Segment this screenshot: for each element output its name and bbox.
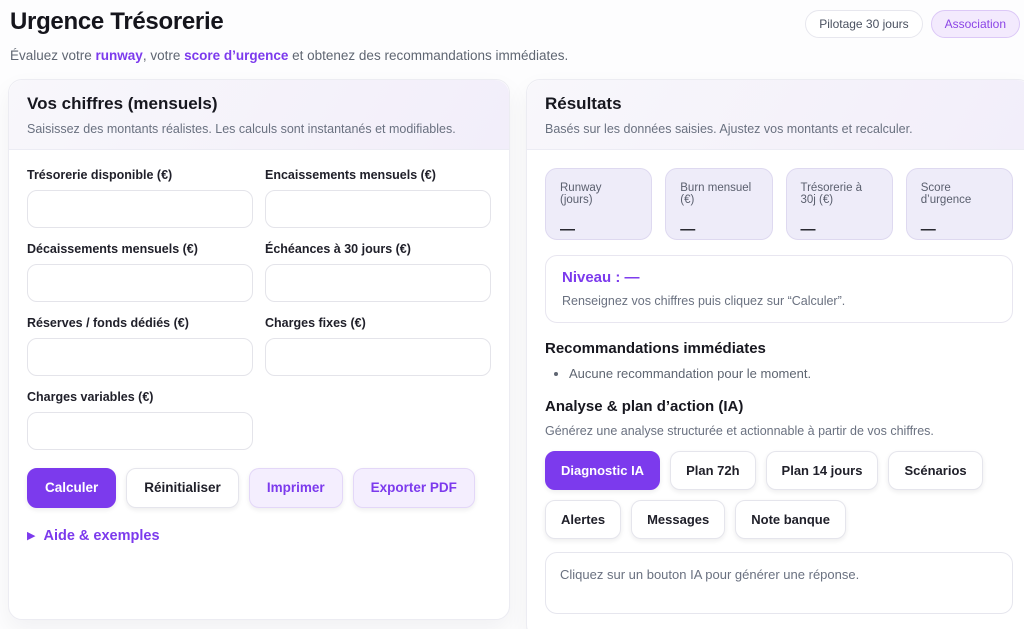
field-label: Charges variables (€) — [27, 390, 154, 404]
niveau-title: Niveau : — — [562, 269, 640, 286]
results-card-subtitle: Basés sur les données saisies. Ajustez v… — [545, 122, 913, 136]
subtitle-text: , votre — [142, 48, 185, 63]
stat-value: — — [560, 221, 575, 238]
results-card-header: Résultats Basés sur les données saisies.… — [527, 80, 1024, 150]
reserves-fonds-dedies-input[interactable] — [27, 338, 253, 376]
recommandations-list: Aucune recommandation pour le moment. — [545, 366, 1013, 381]
field-tresorerie-disponible: Trésorerie disponible (€) — [27, 168, 253, 228]
pill-pilotage-30-jours[interactable]: Pilotage 30 jours — [805, 10, 923, 38]
stat-burn-mensuel: Burn mensuel (€) — — [665, 168, 773, 240]
tresorerie-disponible-input[interactable] — [27, 190, 253, 228]
inputs-card-header: Vos chiffres (mensuels) Saisissez des mo… — [9, 80, 509, 150]
stat-label: Score d’urgence — [920, 182, 972, 206]
field-label: Charges fixes (€) — [265, 316, 366, 330]
stats-grid: Runway (jours) — Burn mensuel (€) — Trés… — [545, 168, 1013, 240]
stat-label: Runway (jours) — [560, 182, 602, 206]
scenarios-button[interactable]: Scénarios — [888, 451, 983, 490]
echeances-30-jours-input[interactable] — [265, 264, 491, 302]
niveau-box: Niveau : — Renseignez vos chiffres puis … — [545, 255, 1013, 323]
page-subtitle: Évaluez votre runway, votre score d’urge… — [0, 38, 1024, 63]
field-reserves-fonds-dedies: Réserves / fonds dédiés (€) — [27, 316, 253, 376]
note-banque-button[interactable]: Note banque — [735, 500, 846, 539]
charges-variables-input[interactable] — [27, 412, 253, 450]
inputs-card-title: Vos chiffres (mensuels) — [27, 94, 218, 113]
analyse-ia-title: Analyse & plan d’action (IA) — [545, 398, 744, 415]
decaissements-mensuels-input[interactable] — [27, 264, 253, 302]
aide-exemples-label: Aide & exemples — [43, 527, 160, 544]
stat-label: Trésorerie à 30j (€) — [800, 182, 863, 206]
field-charges-fixes: Charges fixes (€) — [265, 316, 491, 376]
encaissements-mensuels-input[interactable] — [265, 190, 491, 228]
alertes-button[interactable]: Alertes — [545, 500, 622, 539]
inputs-card: Vos chiffres (mensuels) Saisissez des mo… — [8, 79, 510, 620]
triangle-right-icon: ▶ — [27, 530, 36, 542]
inputs-card-body: Trésorerie disponible (€) Encaissements … — [9, 150, 509, 562]
subtitle-runway-highlight: runway — [95, 48, 143, 63]
recommandations-title: Recommandations immédiates — [545, 340, 766, 357]
stat-tresorerie-30j: Trésorerie à 30j (€) — — [785, 168, 893, 240]
niveau-hint: Renseignez vos chiffres puis cliquez sur… — [562, 294, 846, 308]
plan-72h-button[interactable]: Plan 72h — [670, 451, 756, 490]
results-card-body: Runway (jours) — Burn mensuel (€) — Trés… — [527, 150, 1024, 629]
stat-score-urgence: Score d’urgence — — [905, 168, 1013, 240]
field-label: Encaissements mensuels (€) — [265, 168, 436, 182]
stat-value: — — [920, 221, 936, 238]
stat-runway: Runway (jours) — — [545, 168, 653, 240]
stat-value: — — [800, 221, 816, 238]
field-encaissements-mensuels: Encaissements mensuels (€) — [265, 168, 491, 228]
top-bar: Urgence Trésorerie Pilotage 30 jours Ass… — [0, 0, 1024, 38]
subtitle-score-highlight: score d’urgence — [184, 48, 289, 63]
imprimer-button[interactable]: Imprimer — [248, 468, 343, 508]
header-pills: Pilotage 30 jours Association — [805, 8, 1020, 38]
results-card-title: Résultats — [545, 94, 622, 113]
field-label: Trésorerie disponible (€) — [27, 168, 173, 182]
exporter-pdf-button[interactable]: Exporter PDF — [352, 468, 475, 508]
analyse-ia-subtitle: Générez une analyse structurée et action… — [545, 424, 934, 438]
stat-value: — — [680, 221, 696, 238]
subtitle-text: et obtenez des recommandations immédiate… — [288, 48, 569, 63]
field-label: Échéances à 30 jours (€) — [265, 242, 411, 256]
recommandation-item: Aucune recommandation pour le moment. — [569, 366, 1013, 381]
stat-label: Burn mensuel (€) — [680, 182, 752, 206]
ia-output-box: Cliquez sur un bouton IA pour générer un… — [545, 552, 1013, 614]
inputs-card-subtitle: Saisissez des montants réalistes. Les ca… — [27, 122, 456, 136]
plan-14-jours-button[interactable]: Plan 14 jours — [765, 451, 879, 490]
diagnostic-ia-button[interactable]: Diagnostic IA — [545, 451, 661, 490]
page-title: Urgence Trésorerie — [10, 8, 224, 35]
field-decaissements-mensuels: Décaissements mensuels (€) — [27, 242, 253, 302]
field-label: Réserves / fonds dédiés (€) — [27, 316, 189, 330]
subtitle-text: Évaluez votre — [10, 48, 96, 63]
messages-button[interactable]: Messages — [631, 500, 726, 539]
fields-grid: Trésorerie disponible (€) Encaissements … — [27, 168, 491, 464]
ia-buttons: Diagnostic IA Plan 72h Plan 14 jours Scé… — [545, 451, 1013, 539]
results-card: Résultats Basés sur les données saisies.… — [526, 79, 1024, 629]
field-label: Décaissements mensuels (€) — [27, 242, 198, 256]
reinitialiser-button[interactable]: Réinitialiser — [126, 468, 239, 508]
aide-exemples-toggle[interactable]: ▶ Aide & exemples — [27, 528, 491, 544]
field-charges-variables: Charges variables (€) — [27, 390, 253, 450]
form-actions: Calculer Réinitialiser Imprimer Exporter… — [27, 468, 491, 508]
pill-association[interactable]: Association — [930, 10, 1020, 38]
charges-fixes-input[interactable] — [265, 338, 491, 376]
field-echeances-30-jours: Échéances à 30 jours (€) — [265, 242, 491, 302]
main-content: Vos chiffres (mensuels) Saisissez des mo… — [0, 79, 1024, 629]
calculer-button[interactable]: Calculer — [27, 468, 117, 508]
